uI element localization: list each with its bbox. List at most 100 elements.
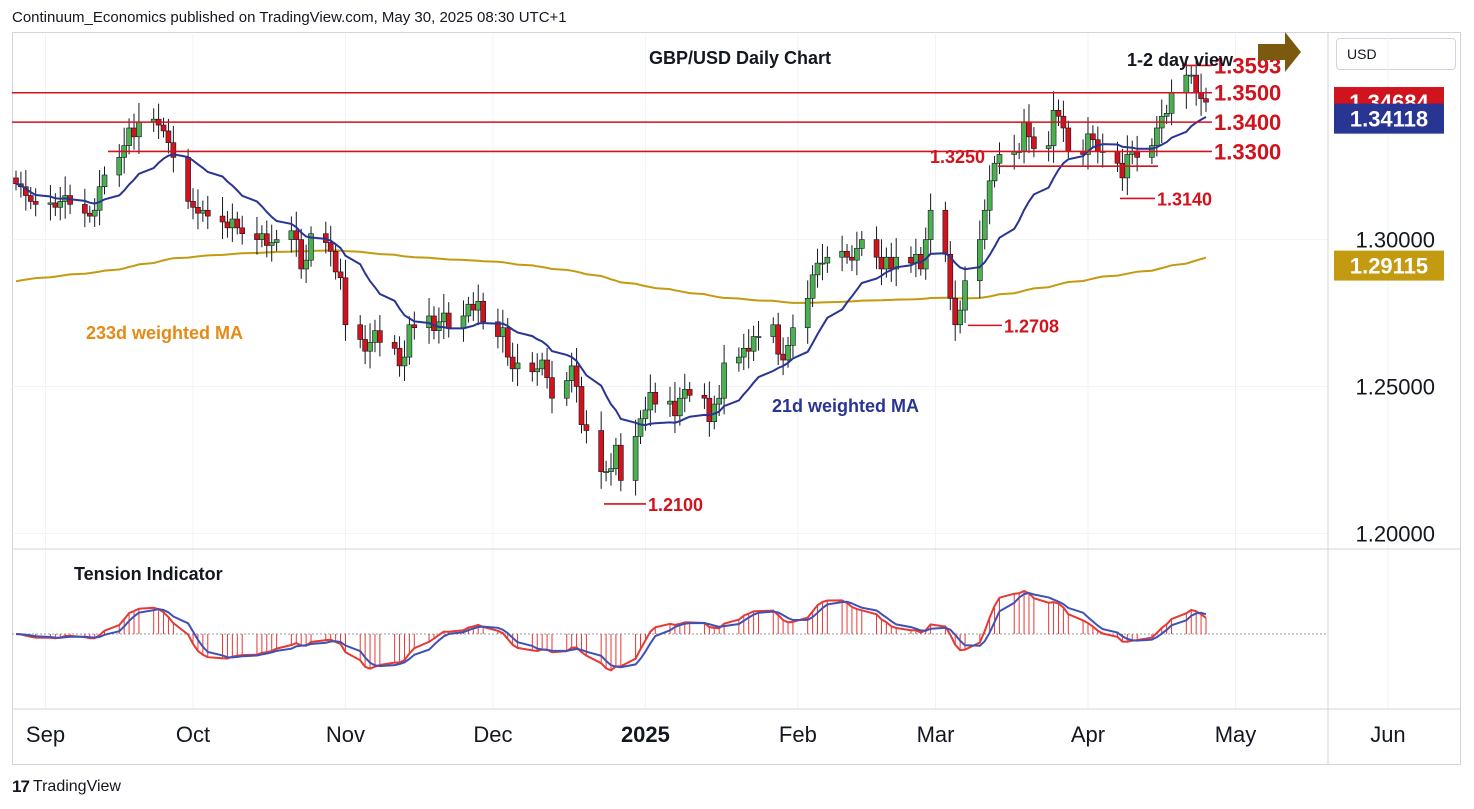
candle (529, 352, 536, 382)
candle-body (858, 239, 865, 249)
candle-body (431, 315, 437, 331)
chart-title: GBP/USD Daily Chart (649, 48, 831, 68)
candle-body (854, 248, 860, 261)
candle (573, 347, 580, 403)
candle-body (239, 227, 245, 235)
resistance-label: 1.3500 (1214, 81, 1281, 106)
candle (534, 353, 541, 386)
candle (888, 242, 895, 282)
candle-body (1065, 127, 1072, 152)
candle (303, 244, 309, 283)
price-badge-label: 1.29115 (1350, 254, 1428, 279)
candle-body (372, 330, 378, 343)
candle (927, 193, 934, 255)
candle (234, 211, 241, 235)
candle-body (165, 130, 172, 143)
candle-body (613, 444, 619, 469)
candle (259, 225, 265, 248)
candle-body (878, 256, 885, 270)
candle-body (1203, 98, 1209, 103)
candle-body (32, 201, 39, 205)
candle (32, 188, 39, 217)
x-tick-label: 2025 (621, 722, 670, 747)
candle-body (977, 239, 983, 282)
tradingview-brand: TradingView (32, 778, 121, 795)
candle-body (549, 377, 555, 399)
candle-body (259, 233, 265, 240)
candle (854, 231, 860, 276)
candle (460, 300, 467, 342)
candle (809, 265, 816, 308)
candle-body (740, 347, 747, 358)
candle (981, 199, 988, 250)
candle (1119, 148, 1126, 191)
candle-body (1045, 145, 1052, 149)
candle-body (824, 256, 831, 264)
candle (677, 387, 683, 426)
candle-body (681, 389, 688, 399)
candle-body (357, 324, 364, 340)
candle-body (308, 233, 314, 261)
candle-body (573, 365, 580, 387)
tradingview-logo: 17 TradingView (12, 777, 121, 797)
candle (544, 347, 550, 389)
candle (514, 343, 521, 387)
currency-button[interactable]: USD (1336, 38, 1456, 70)
candle (82, 188, 88, 228)
candle (27, 187, 34, 210)
candle-body (745, 347, 752, 352)
grid (12, 34, 1389, 708)
candle (372, 319, 378, 353)
candle-body (293, 230, 300, 240)
candle (96, 169, 103, 226)
candle-body (922, 239, 929, 270)
candle-body (229, 218, 236, 229)
candle-body (288, 230, 295, 240)
candle-body (263, 233, 270, 246)
candle (116, 144, 123, 187)
candle-body (952, 298, 959, 326)
candle-body (618, 444, 624, 481)
candle (293, 211, 300, 257)
candle-body (1193, 74, 1199, 94)
candle (947, 241, 954, 311)
candle (332, 242, 339, 280)
candle (431, 306, 437, 340)
candle (908, 246, 914, 273)
candle-body (1188, 74, 1195, 77)
x-tick-label: Sep (26, 722, 65, 747)
candle (470, 292, 477, 321)
candle (396, 336, 403, 377)
candle (150, 108, 157, 132)
candle-body (598, 430, 604, 472)
candle-body (544, 359, 550, 378)
candle (878, 239, 885, 286)
candle-body (908, 256, 914, 264)
candle-body (1090, 133, 1096, 141)
candle-body (200, 209, 206, 214)
candle-body (185, 157, 191, 202)
candle (814, 248, 821, 288)
candle (411, 311, 418, 340)
candle-body (509, 356, 516, 370)
candle (322, 221, 329, 254)
candle-body (539, 359, 545, 370)
candle-body (396, 347, 403, 367)
candle (101, 166, 108, 195)
tension-label: Tension Indicator (74, 564, 223, 584)
candle (441, 293, 447, 340)
candle (500, 309, 506, 353)
candle (131, 113, 137, 150)
candle (298, 228, 305, 279)
candle-body (298, 239, 305, 270)
arrow-right-icon (1258, 32, 1301, 72)
candle (672, 382, 678, 434)
candle-body (736, 356, 742, 364)
ma21-label: 21d weighted MA (772, 396, 919, 416)
candle-body (327, 242, 334, 252)
candle (986, 165, 993, 225)
candle-body (893, 256, 900, 270)
candle-body (441, 312, 447, 323)
ma233-label: 233d weighted MA (86, 323, 243, 343)
